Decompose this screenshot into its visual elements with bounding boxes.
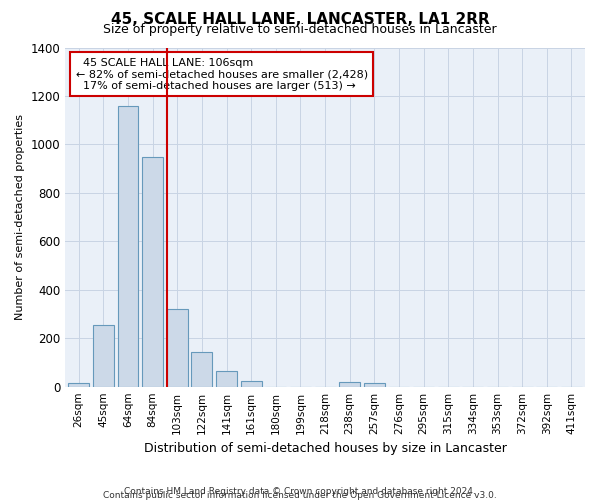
Bar <box>93 325 114 386</box>
Bar <box>68 383 89 386</box>
Bar <box>167 309 188 386</box>
X-axis label: Distribution of semi-detached houses by size in Lancaster: Distribution of semi-detached houses by … <box>143 442 506 455</box>
Text: Size of property relative to semi-detached houses in Lancaster: Size of property relative to semi-detach… <box>103 22 497 36</box>
Bar <box>364 383 385 386</box>
Text: Contains HM Land Registry data © Crown copyright and database right 2024.: Contains HM Land Registry data © Crown c… <box>124 487 476 496</box>
Text: 45, SCALE HALL LANE, LANCASTER, LA1 2RR: 45, SCALE HALL LANE, LANCASTER, LA1 2RR <box>110 12 490 28</box>
Bar <box>241 380 262 386</box>
Bar <box>118 106 139 386</box>
Text: Contains public sector information licensed under the Open Government Licence v3: Contains public sector information licen… <box>103 491 497 500</box>
Y-axis label: Number of semi-detached properties: Number of semi-detached properties <box>15 114 25 320</box>
Bar <box>191 352 212 386</box>
Bar <box>216 371 237 386</box>
Bar <box>339 382 360 386</box>
Text: 45 SCALE HALL LANE: 106sqm  
← 82% of semi-detached houses are smaller (2,428)
 : 45 SCALE HALL LANE: 106sqm ← 82% of semi… <box>76 58 368 91</box>
Bar <box>142 156 163 386</box>
